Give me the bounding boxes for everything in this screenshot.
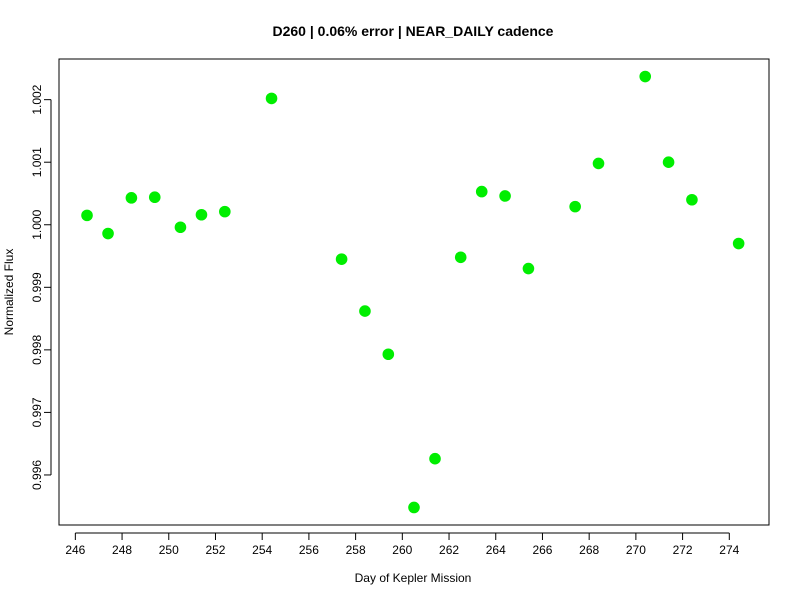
- x-axis-label: Day of Kepler Mission: [355, 571, 472, 585]
- y-axis-label: Normalized Flux: [2, 249, 16, 336]
- y-tick-label: 1.001: [30, 147, 44, 177]
- y-axis: 0.996 0.997 0.998 0.999 1.000 1.001 1.002: [30, 84, 52, 490]
- data-point: [522, 262, 535, 275]
- y-tick-label: 1.000: [30, 209, 44, 239]
- data-point: [335, 253, 348, 265]
- data-point: [662, 156, 675, 169]
- data-point: [219, 205, 231, 218]
- x-tick-label: 272: [673, 543, 693, 557]
- data-point: [639, 70, 652, 83]
- data-point: [148, 191, 161, 204]
- x-tick-label: 252: [205, 543, 225, 557]
- data-points: [81, 70, 745, 514]
- data-point: [499, 190, 511, 202]
- y-tick-label: 0.997: [30, 397, 44, 427]
- data-point: [475, 185, 488, 198]
- data-point: [569, 200, 581, 213]
- data-point: [686, 193, 698, 206]
- y-tick-label: 0.996: [30, 460, 44, 490]
- data-point: [125, 192, 138, 204]
- x-tick-label: 250: [159, 543, 179, 557]
- data-point: [408, 501, 420, 514]
- data-point: [195, 208, 208, 221]
- data-point: [102, 227, 114, 240]
- data-point: [265, 92, 278, 105]
- data-point: [429, 452, 441, 465]
- data-point: [359, 305, 371, 317]
- x-tick-label: 274: [719, 543, 739, 557]
- chart-title: D260 | 0.06% error | NEAR_DAILY cadence: [273, 23, 554, 39]
- x-tick-label: 260: [392, 543, 412, 557]
- data-point: [732, 237, 745, 250]
- x-tick-label: 266: [532, 543, 552, 557]
- data-point: [454, 251, 467, 264]
- y-tick-label: 0.998: [30, 335, 44, 365]
- x-tick-label: 262: [439, 543, 459, 557]
- y-tick-label: 0.999: [30, 272, 44, 302]
- data-point: [174, 221, 187, 234]
- x-tick-label: 270: [626, 543, 646, 557]
- x-tick-label: 268: [579, 543, 599, 557]
- x-tick-label: 254: [252, 543, 272, 557]
- data-point: [382, 348, 395, 361]
- y-tick-label: 1.002: [30, 84, 44, 114]
- plot-area-border: [58, 58, 770, 526]
- data-point: [592, 157, 605, 170]
- data-point: [81, 209, 93, 222]
- x-axis: 246 248 250 252 254 256 258 260 262 264 266 268 270 2…: [65, 532, 740, 557]
- x-tick-label: 264: [486, 543, 506, 557]
- x-tick-label: 258: [346, 543, 366, 557]
- x-tick-label: 248: [112, 543, 132, 557]
- x-tick-label: 246: [65, 543, 85, 557]
- x-tick-label: 256: [299, 543, 319, 557]
